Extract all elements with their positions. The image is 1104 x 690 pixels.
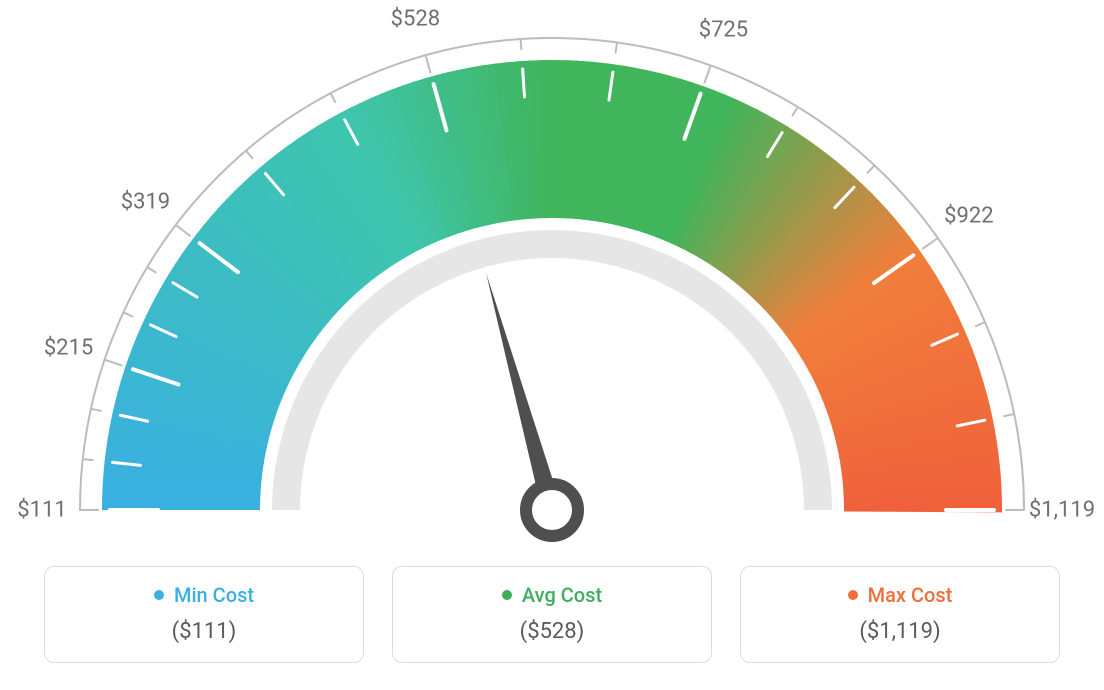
gauge-tick-label: $725	[699, 17, 748, 42]
legend-value-min: ($111)	[45, 619, 363, 644]
gauge-tick-label: $111	[17, 498, 66, 523]
gauge-tick-label: $528	[391, 6, 440, 31]
gauge-tick-label: $215	[44, 335, 93, 360]
legend-card-min: Min Cost ($111)	[44, 566, 364, 663]
legend-card-avg: Avg Cost ($528)	[392, 566, 712, 663]
gauge-svg	[0, 0, 1104, 560]
legend-card-max: Max Cost ($1,119)	[740, 566, 1060, 663]
legend-title-min: Min Cost	[154, 583, 254, 607]
legend-title-max: Max Cost	[848, 583, 953, 607]
legend-label-min: Min Cost	[174, 583, 254, 607]
cost-gauge: $111 $215 $319 $528 $725 $922 $1,119	[0, 0, 1104, 560]
gauge-tick-label: $922	[944, 204, 993, 229]
legend-dot-max	[848, 590, 858, 600]
gauge-tick-label: $319	[121, 190, 170, 215]
gauge-tick-label: $1,119	[1029, 498, 1095, 523]
legend-value-avg: ($528)	[393, 619, 711, 644]
legend-dot-min	[154, 590, 164, 600]
legend-label-avg: Avg Cost	[522, 583, 602, 607]
legend-title-avg: Avg Cost	[502, 583, 602, 607]
legend-dot-avg	[502, 590, 512, 600]
legend-label-max: Max Cost	[868, 583, 953, 607]
legend-value-max: ($1,119)	[741, 619, 1059, 644]
legend-row: Min Cost ($111) Avg Cost ($528) Max Cost…	[0, 566, 1104, 663]
